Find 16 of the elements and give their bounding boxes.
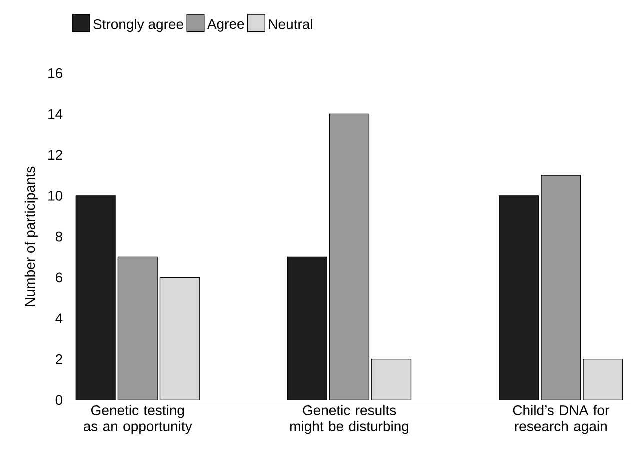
legend-label: Neutral xyxy=(269,19,312,30)
y-tick-label: 16 xyxy=(48,68,62,78)
legend-label: Agree xyxy=(207,19,244,32)
x-tick-label: Child’s DNA for research again xyxy=(513,405,610,434)
y-axis-title: Number of participants xyxy=(24,166,38,306)
y-tick-label: 8 xyxy=(56,232,62,242)
y-tick-label: 0 xyxy=(56,395,63,406)
y-tick-label: 14 xyxy=(48,109,63,120)
x-tick-label: Genetic results might be disturbing xyxy=(290,405,409,434)
y-tick-label: 10 xyxy=(48,191,63,201)
x-tick-label: Genetic testing as an opportunity xyxy=(84,405,192,434)
y-tick-label: 2 xyxy=(56,354,62,364)
y-tick-label: 12 xyxy=(48,150,62,160)
legend-label: Strongly agree xyxy=(94,19,184,32)
y-tick-label: 6 xyxy=(56,272,62,283)
y-tick-label: 4 xyxy=(56,314,63,324)
